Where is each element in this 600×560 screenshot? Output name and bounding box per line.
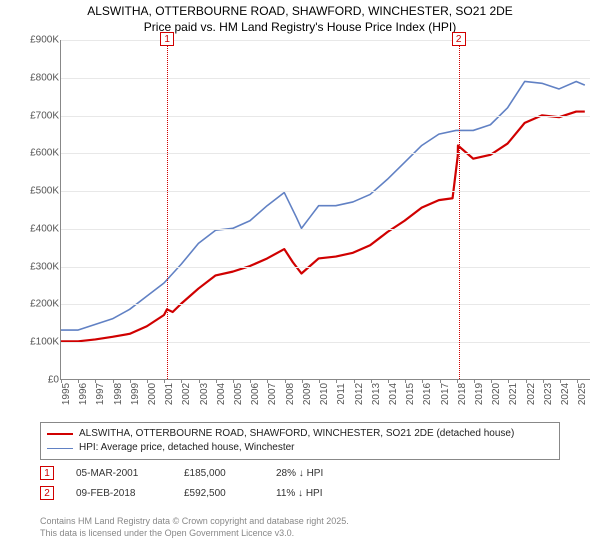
- y-axis-label: £600K: [29, 148, 59, 159]
- legend-swatch: [47, 433, 73, 435]
- y-gridline: [61, 78, 590, 79]
- x-axis-label: 2018: [457, 383, 468, 405]
- x-axis-label: 1998: [113, 383, 124, 405]
- x-axis-label: 2008: [285, 383, 296, 405]
- footer-attribution: Contains HM Land Registry data © Crown c…: [40, 516, 349, 539]
- legend-label: ALSWITHA, OTTERBOURNE ROAD, SHAWFORD, WI…: [79, 427, 514, 441]
- y-axis-label: £300K: [29, 261, 59, 272]
- x-axis-label: 2021: [508, 383, 519, 405]
- y-gridline: [61, 116, 590, 117]
- legend-label: HPI: Average price, detached house, Winc…: [79, 441, 295, 455]
- event-hpi-delta: 11% ↓ HPI: [276, 488, 366, 499]
- footer-line1: Contains HM Land Registry data © Crown c…: [40, 516, 349, 528]
- x-axis-label: 2009: [302, 383, 313, 405]
- x-axis-label: 2019: [474, 383, 485, 405]
- x-axis-label: 2023: [543, 383, 554, 405]
- x-axis-label: 2015: [405, 383, 416, 405]
- x-axis-label: 2000: [147, 383, 158, 405]
- x-axis-label: 2016: [422, 383, 433, 405]
- x-axis-label: 1999: [130, 383, 141, 405]
- x-axis-label: 2010: [319, 383, 330, 405]
- x-axis-label: 2002: [181, 383, 192, 405]
- y-axis-label: £800K: [29, 72, 59, 83]
- y-gridline: [61, 267, 590, 268]
- footer-line2: This data is licensed under the Open Gov…: [40, 528, 349, 540]
- y-gridline: [61, 304, 590, 305]
- x-axis-label: 2005: [233, 383, 244, 405]
- y-axis-label: £900K: [29, 35, 59, 46]
- event-marker-line: [459, 40, 460, 379]
- legend-swatch: [47, 448, 73, 449]
- x-axis-label: 2006: [250, 383, 261, 405]
- x-axis-label: 1996: [78, 383, 89, 405]
- x-axis-label: 2025: [577, 383, 588, 405]
- x-axis-label: 1995: [61, 383, 72, 405]
- y-gridline: [61, 153, 590, 154]
- y-axis-label: £0: [29, 375, 59, 386]
- x-axis-label: 2022: [526, 383, 537, 405]
- event-price: £185,000: [184, 468, 254, 479]
- y-gridline: [61, 342, 590, 343]
- event-number-box: 1: [40, 466, 54, 480]
- y-gridline: [61, 40, 590, 41]
- y-gridline: [61, 229, 590, 230]
- x-axis-label: 1997: [95, 383, 106, 405]
- event-number-box: 2: [40, 486, 54, 500]
- event-price: £592,500: [184, 488, 254, 499]
- x-axis-label: 2013: [371, 383, 382, 405]
- event-list: 1 05-MAR-2001 £185,000 28% ↓ HPI 2 09-FEB-201…: [40, 466, 366, 506]
- plot-region: £0£100K£200K£300K£400K£500K£600K£700K£80…: [60, 40, 590, 380]
- x-axis-label: 2001: [164, 383, 175, 405]
- event-marker-line: [167, 40, 168, 379]
- x-axis-label: 2007: [267, 383, 278, 405]
- chart-title-line1: ALSWITHA, OTTERBOURNE ROAD, SHAWFORD, WI…: [0, 4, 600, 20]
- x-axis-label: 2014: [388, 383, 399, 405]
- y-axis-label: £400K: [29, 223, 59, 234]
- line-chart-svg: [61, 40, 590, 379]
- x-axis-label: 2003: [199, 383, 210, 405]
- y-gridline: [61, 191, 590, 192]
- legend: ALSWITHA, OTTERBOURNE ROAD, SHAWFORD, WI…: [40, 422, 560, 460]
- x-axis-label: 2011: [336, 383, 347, 405]
- event-row: 2 09-FEB-2018 £592,500 11% ↓ HPI: [40, 486, 366, 500]
- event-row: 1 05-MAR-2001 £185,000 28% ↓ HPI: [40, 466, 366, 480]
- series-line-price_paid: [61, 112, 585, 342]
- legend-item: ALSWITHA, OTTERBOURNE ROAD, SHAWFORD, WI…: [47, 427, 553, 441]
- x-axis-label: 2004: [216, 383, 227, 405]
- event-marker-box: 1: [160, 32, 174, 46]
- series-line-hpi: [61, 81, 585, 330]
- chart-area: £0 £100K £200K £300K £400K £500K £600K £700K £80…: [30, 40, 590, 410]
- legend-item: HPI: Average price, detached house, Winc…: [47, 441, 553, 455]
- x-axis-label: 2012: [354, 383, 365, 405]
- y-axis-label: £100K: [29, 337, 59, 348]
- y-axis-label: £700K: [29, 110, 59, 121]
- x-axis-label: 2020: [491, 383, 502, 405]
- event-date: 09-FEB-2018: [76, 488, 162, 499]
- y-axis-label: £200K: [29, 299, 59, 310]
- y-axis-label: £500K: [29, 186, 59, 197]
- x-axis-label: 2017: [440, 383, 451, 405]
- event-marker-box: 2: [452, 32, 466, 46]
- chart-title-line2: Price paid vs. HM Land Registry's House …: [0, 20, 600, 36]
- event-date: 05-MAR-2001: [76, 468, 162, 479]
- event-hpi-delta: 28% ↓ HPI: [276, 468, 366, 479]
- x-axis-label: 2024: [560, 383, 571, 405]
